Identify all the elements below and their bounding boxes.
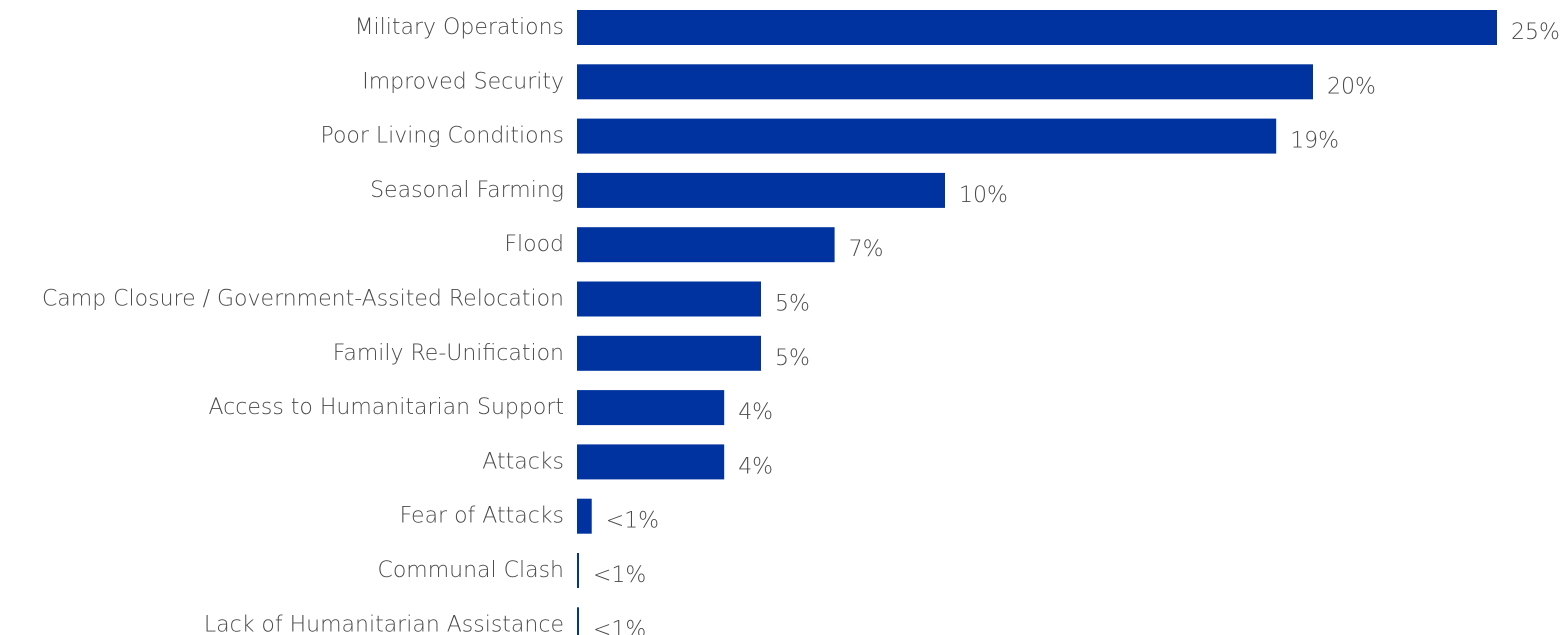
category-label-2: Poor Living Conditions	[320, 124, 564, 149]
bar-3	[577, 172, 945, 208]
category-label-10: Communal Clash	[377, 558, 564, 583]
value-label-3: 10%	[959, 183, 1008, 208]
bar-8	[577, 444, 725, 480]
category-label-9: Fear of Attacks	[400, 504, 564, 529]
category-label-4: Flood	[504, 232, 564, 257]
value-label-0: 25%	[1511, 20, 1560, 45]
bar-9	[577, 498, 592, 534]
category-label-0: Military Operations	[355, 15, 564, 40]
bars-group	[577, 10, 1497, 635]
category-label-8: Attacks	[482, 449, 564, 474]
bar-5	[577, 281, 761, 317]
category-label-1: Improved Security	[362, 69, 564, 94]
category-label-11: Lack of Humanitarian Assistance	[204, 612, 564, 635]
bar-11	[577, 607, 579, 635]
category-label-5: Camp Closure / Government-Assited Reloca…	[42, 287, 564, 312]
category-label-3: Seasonal Farming	[370, 178, 564, 203]
category-label-6: Family Re-Unification	[333, 341, 564, 366]
value-labels-group: 25% 20% 19% 10% 7% 5% 5% 4% 4% <1% <1% <1%	[593, 20, 1560, 635]
category-labels-group: Military Operations Improved Security Poor…	[42, 15, 564, 635]
bar-2	[577, 118, 1277, 154]
bar-10	[577, 553, 579, 588]
value-label-9: <1%	[606, 509, 659, 534]
bar-0	[577, 10, 1497, 45]
value-label-1: 20%	[1327, 74, 1376, 99]
category-label-7: Access to Humanitarian Support	[209, 395, 565, 420]
value-label-11: <1%	[593, 617, 646, 635]
bar-1	[577, 64, 1313, 100]
bar-6	[577, 335, 761, 371]
value-label-6: 5%	[775, 346, 810, 371]
value-label-5: 5%	[775, 292, 810, 317]
value-label-4: 7%	[849, 237, 884, 262]
value-label-10: <1%	[593, 563, 646, 588]
value-label-2: 19%	[1290, 129, 1339, 154]
bar-7	[577, 390, 725, 426]
value-label-7: 4%	[738, 400, 773, 425]
value-label-8: 4%	[738, 454, 773, 479]
bar-4	[577, 227, 835, 263]
